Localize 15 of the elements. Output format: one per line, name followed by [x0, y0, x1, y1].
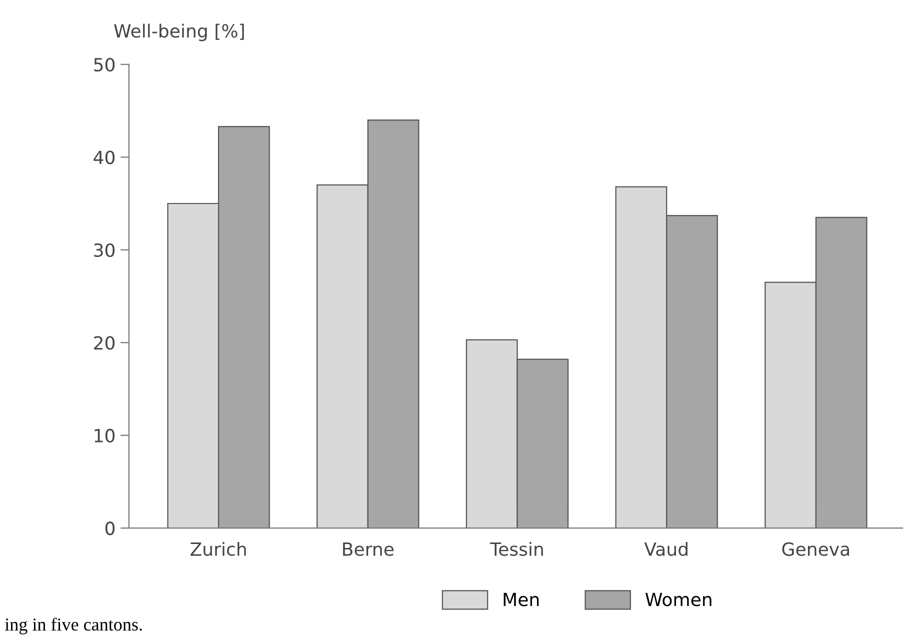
y-tick-label: 20	[94, 336, 115, 350]
x-tick-label: Berne	[343, 542, 394, 556]
y-tick-label: 10	[94, 428, 115, 442]
x-tick-label: Tessin	[490, 542, 543, 556]
y-tick-label: 50	[94, 58, 115, 72]
legend-label: Women	[645, 592, 712, 606]
x-tick-label: Vaud	[644, 542, 688, 556]
y-tick-label: 0	[105, 522, 115, 536]
y-tick-label: 30	[94, 243, 115, 257]
x-tick-label: Zurich	[190, 542, 246, 556]
text: ing in five cantons.	[4, 618, 142, 634]
x-tick-label: Geneva	[782, 542, 850, 556]
legend-label: Men	[504, 592, 539, 606]
y-tick-label: 40	[94, 150, 115, 164]
y-axis-title: Well-being [%]	[114, 24, 244, 42]
